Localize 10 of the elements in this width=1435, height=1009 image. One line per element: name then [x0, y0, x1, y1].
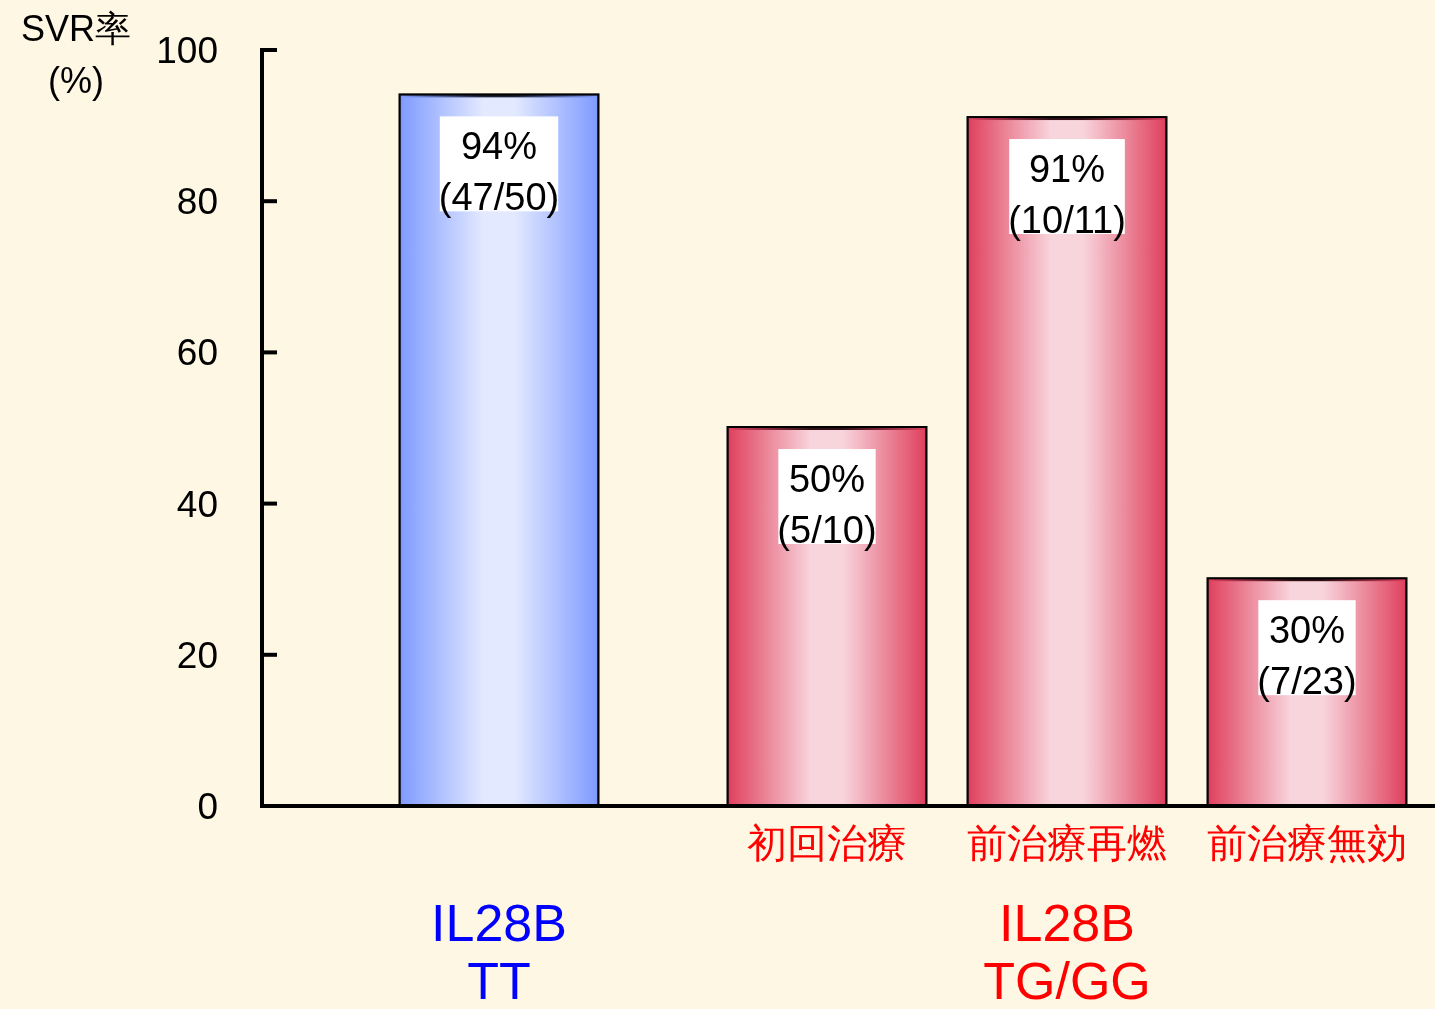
y-tick-label: 80	[176, 181, 218, 223]
y-tick-label: 40	[176, 483, 218, 525]
category-label: 前治療無効	[1207, 821, 1407, 865]
y-tick-label: 20	[176, 634, 218, 676]
y-tick-label: 100	[156, 30, 218, 71]
y-tick-label: 60	[176, 332, 218, 374]
category-label: 初回治療	[747, 821, 907, 865]
category-label: 前治療再燃	[967, 821, 1167, 865]
y-tick-label: 0	[197, 786, 218, 827]
y-axis-title: SVR率 (%)	[21, 8, 131, 101]
